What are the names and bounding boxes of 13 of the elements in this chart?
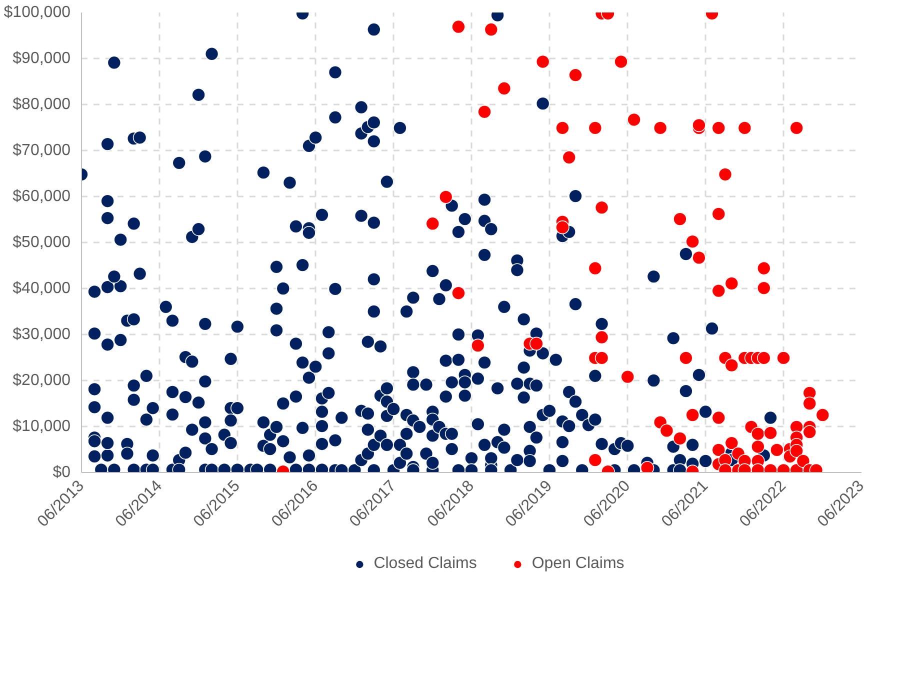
y-tick-label: $40,000 [12,280,71,297]
y-tick-label: $100,000 [4,4,71,21]
y-tick-label: $20,000 [12,372,71,389]
y-tick-label: $60,000 [12,188,71,205]
y-tick-label: $90,000 [12,50,71,67]
y-tick-label: $80,000 [12,96,71,113]
y-tick-label: $0 [52,464,71,481]
y-tick-label: $30,000 [12,326,71,343]
legend-label: Open Claims [532,555,624,573]
y-tick-label: $50,000 [12,234,71,251]
y-tick-label: $70,000 [12,142,71,159]
y-tick-label: $10,000 [12,418,71,435]
legend-label: Closed Claims [374,555,477,573]
